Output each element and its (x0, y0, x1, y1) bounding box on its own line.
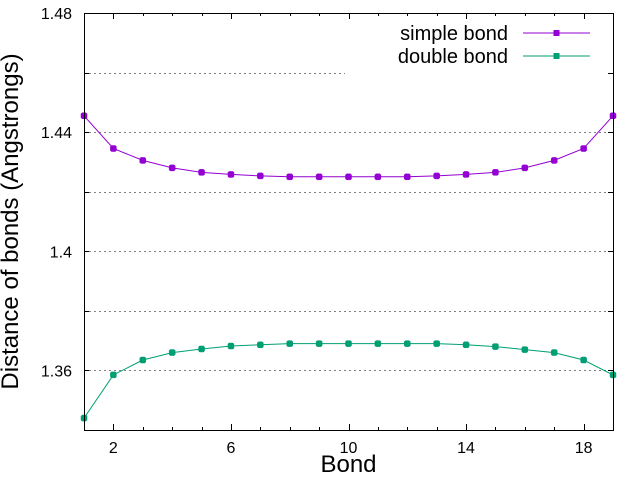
data-point (139, 157, 147, 164)
legend-label: simple bond (400, 23, 508, 45)
data-point (227, 342, 235, 350)
y-tick-label: 1.4 (50, 244, 72, 261)
axis-ticks: 1.36 1.4 1.44 1.48 2 6 10 14 18 (41, 6, 614, 457)
y-tick-label: 1.44 (41, 125, 72, 142)
plot-frame (84, 13, 614, 431)
data-point (110, 371, 117, 379)
series-lines (80, 112, 617, 422)
y-axis-title: Distance of bonds (Angstrongs) (0, 53, 24, 389)
x-tick-label: 2 (109, 440, 118, 457)
data-point (315, 340, 323, 347)
data-point (257, 341, 264, 349)
data-point (404, 340, 411, 347)
data-point (286, 340, 293, 347)
data-point (168, 164, 176, 172)
data-point (521, 164, 529, 172)
data-point (492, 343, 499, 350)
legend-label: double bond (398, 46, 508, 68)
series-line (83, 343, 614, 419)
data-point (580, 145, 587, 152)
grid-lines (84, 73, 613, 371)
data-point (257, 172, 264, 180)
data-point (462, 171, 470, 178)
data-point (433, 340, 440, 347)
plot-border (84, 13, 614, 431)
data-point (345, 340, 352, 347)
data-point (227, 171, 235, 178)
data-point (404, 173, 411, 181)
data-point (580, 356, 587, 364)
legend-marker (553, 53, 560, 59)
x-tick-label: 6 (226, 440, 235, 457)
x-tick-label: 10 (340, 440, 358, 457)
data-point (168, 349, 176, 356)
data-point (315, 173, 323, 181)
data-point (550, 349, 558, 356)
data-point (198, 169, 205, 176)
legend-marker (553, 30, 560, 36)
data-point (139, 356, 147, 364)
data-point (110, 145, 117, 152)
data-point (286, 173, 293, 181)
x-axis-title: Bond (320, 451, 376, 478)
data-point (374, 173, 382, 181)
data-point (374, 340, 382, 347)
series-line (83, 115, 614, 178)
y-tick-label: 1.36 (41, 363, 72, 380)
data-point (345, 173, 352, 181)
data-point (492, 169, 499, 176)
data-point (550, 157, 558, 164)
y-tick-label: 1.48 (41, 6, 72, 23)
data-point (521, 346, 529, 353)
x-tick-label: 14 (457, 440, 475, 457)
data-point (198, 345, 205, 353)
data-point (433, 172, 440, 180)
x-tick-label: 18 (575, 440, 593, 457)
data-point (462, 341, 470, 349)
